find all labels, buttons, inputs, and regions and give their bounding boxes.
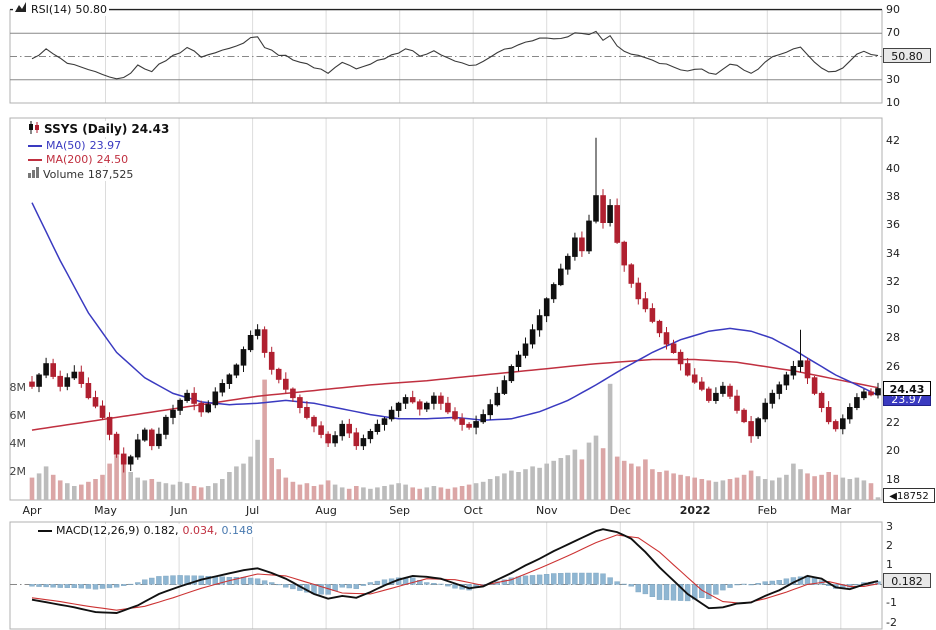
last-price-badge: 24.43: [883, 381, 931, 396]
volume-badge-arrow-icon: ◀: [889, 491, 897, 502]
rsi-legend-value: 50.80: [75, 2, 107, 16]
symbol-last-price: 24.43: [131, 122, 170, 136]
ma200-line-icon: [28, 158, 42, 161]
volume-legend: Volume 187,525: [26, 167, 136, 181]
ma200-value: 24.50: [96, 153, 129, 166]
macd-hist-value: 0.148: [221, 524, 254, 537]
ma50-line-icon: [28, 144, 42, 147]
symbol-legend: SSYS (Daily) 24.43: [26, 121, 172, 137]
macd-line-icon: [38, 529, 52, 532]
macd-signal-value: 0.034,: [182, 524, 218, 537]
indicator-icon: [15, 2, 27, 16]
ma50-label: MA(50): [46, 139, 86, 152]
candlestick-icon: [28, 121, 40, 137]
volume-value-badge: ◀18752: [883, 488, 935, 503]
rsi-legend: RSI(14) 50.80: [13, 2, 109, 16]
volume-value: 187,525: [87, 167, 134, 181]
symbol-name: SSYS (Daily): [44, 122, 128, 136]
volume-bars-icon: [28, 167, 39, 181]
ma200-legend: MA(200) 24.50: [26, 153, 131, 166]
macd-value: 0.182,: [143, 524, 179, 537]
rsi-value-badge: 50.80: [883, 48, 931, 63]
macd-value-badge: 0.182: [883, 573, 931, 588]
macd-legend-title: MACD(12,26,9): [56, 524, 140, 537]
volume-label: Volume: [43, 167, 84, 181]
volume-badge-value: 18752: [896, 491, 929, 502]
rsi-legend-title: RSI(14): [31, 2, 72, 16]
macd-legend: MACD(12,26,9) 0.182, 0.034, 0.148: [36, 524, 256, 537]
ma200-label: MA(200): [46, 153, 93, 166]
ma50-value: 23.97: [89, 139, 122, 152]
ma50-legend: MA(50) 23.97: [26, 139, 124, 152]
